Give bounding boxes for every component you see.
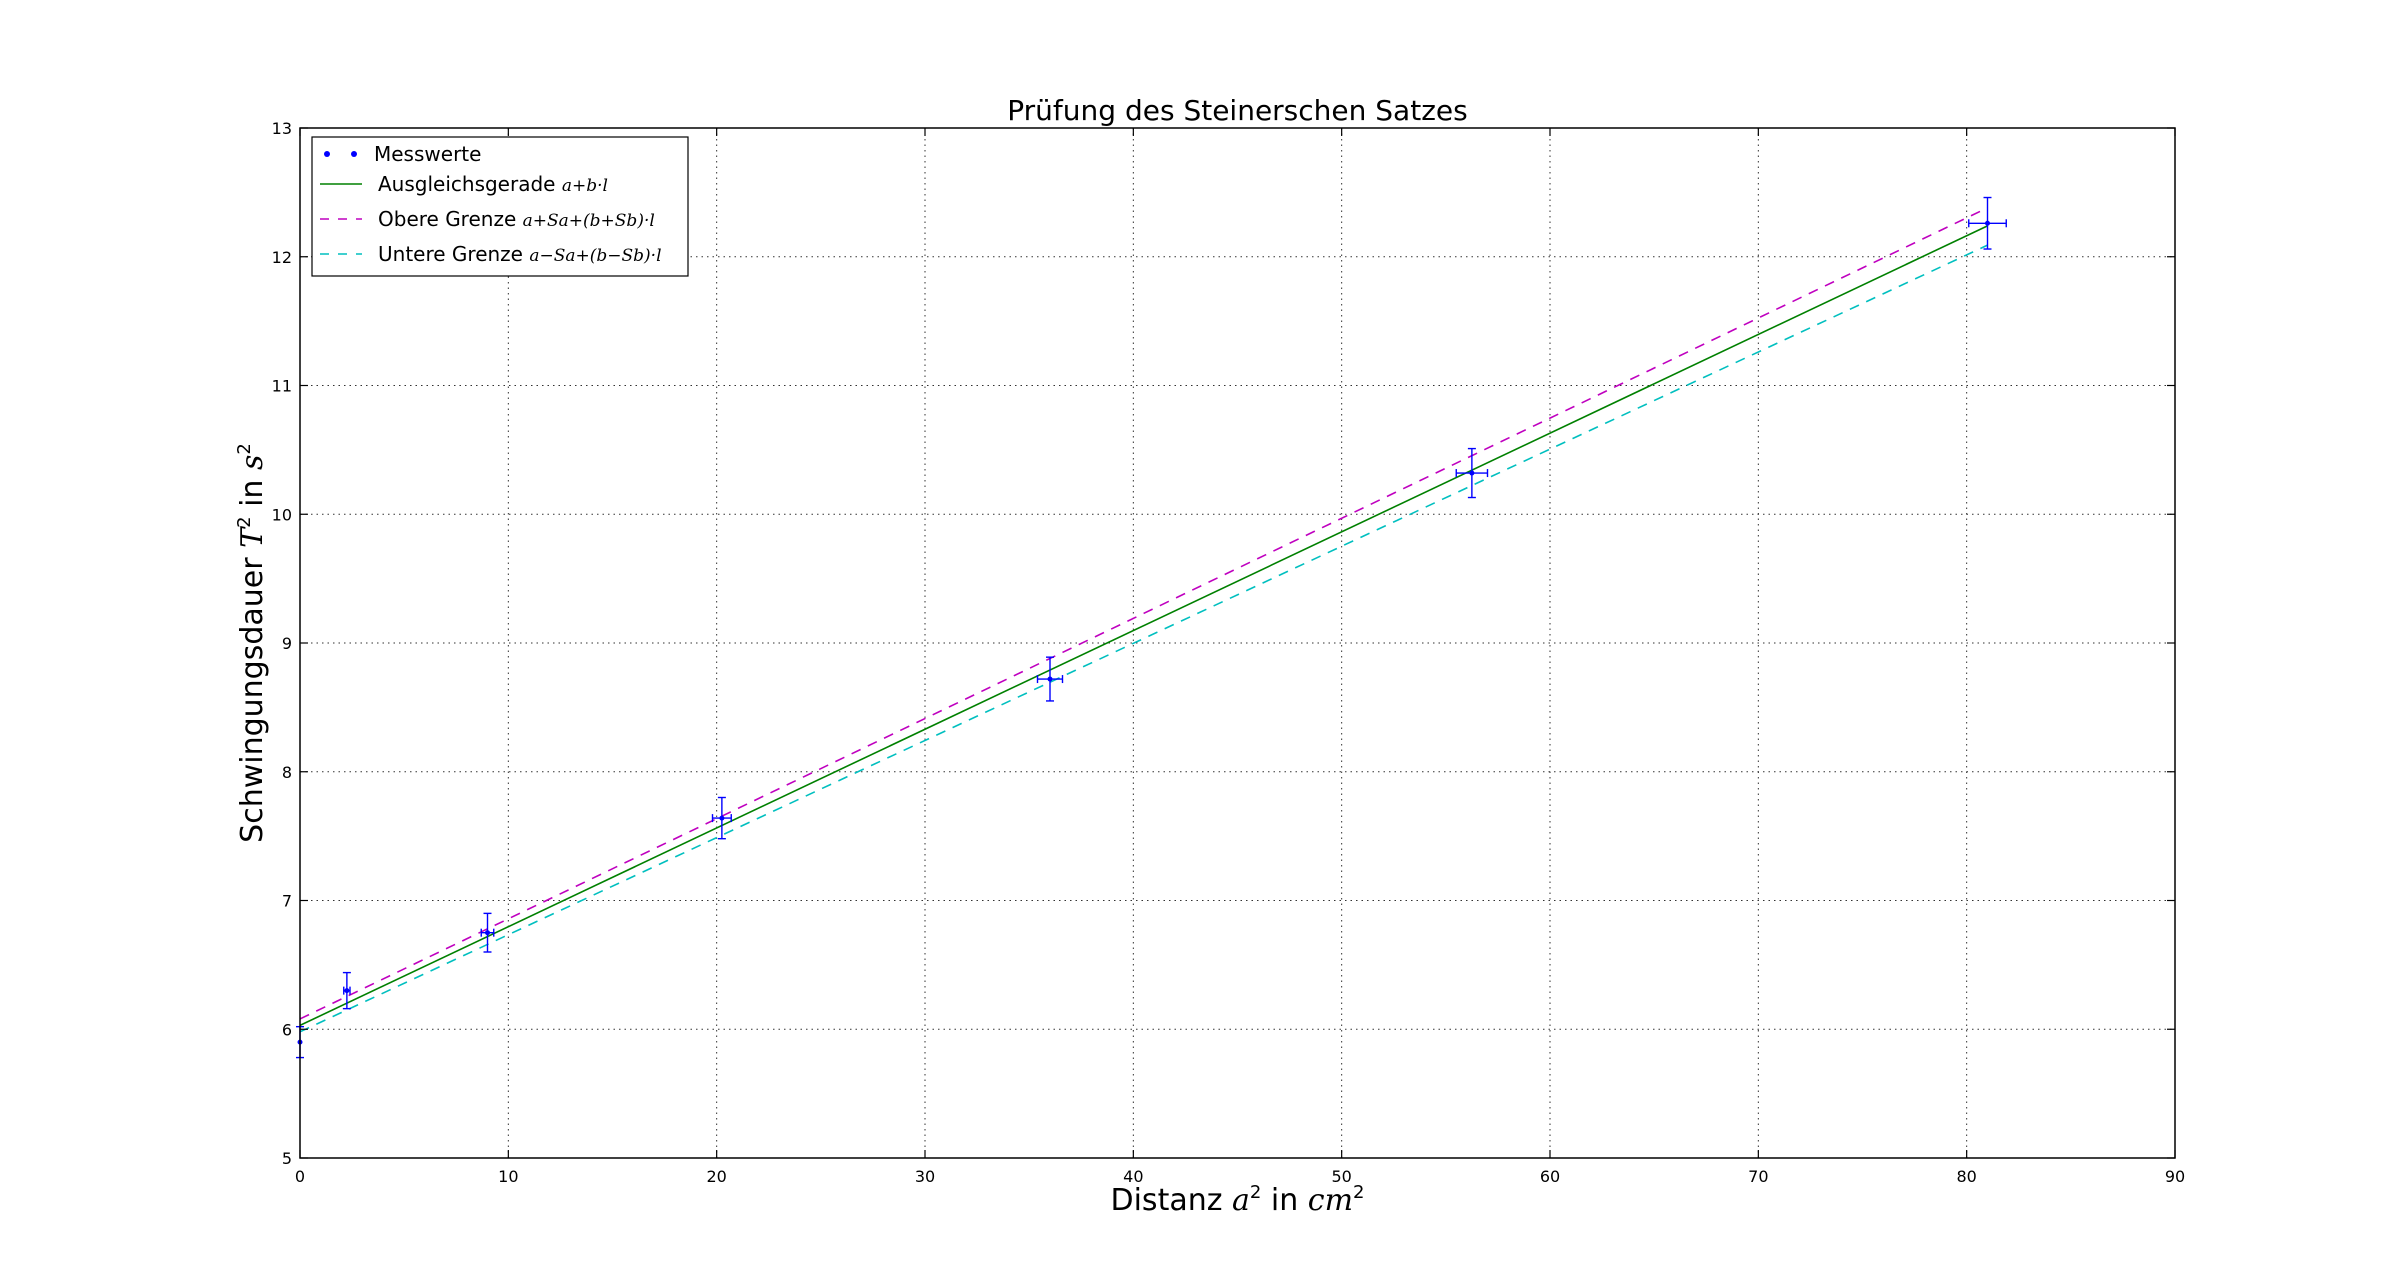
legend: Messwerte Ausgleichsgerade a+b·l Obere G… — [311, 136, 689, 277]
legend-item-messwerte: Messwerte — [324, 142, 481, 166]
x-tick-label: 0 — [295, 1167, 305, 1186]
data-point-marker — [1469, 470, 1475, 476]
x-tick-label: 90 — [2165, 1167, 2185, 1186]
y-tick-label: 6 — [282, 1020, 292, 1039]
y-tick-label: 10 — [272, 505, 292, 524]
series-line-fit — [299, 225, 1988, 1027]
x-tick-label: 20 — [706, 1167, 726, 1186]
legend-label: Untere Grenze a−Sa+(b−Sb)·l — [378, 242, 662, 266]
data-point — [1455, 447, 1489, 499]
x-tick-label: 30 — [915, 1167, 935, 1186]
data-point-marker — [719, 815, 725, 821]
data-point-marker — [1047, 676, 1053, 682]
data-point — [342, 971, 351, 1010]
y-tick-label: 5 — [282, 1149, 292, 1168]
y-tick-label: 7 — [282, 892, 292, 911]
data-point-marker — [1985, 220, 1990, 226]
x-tick-label: 80 — [1956, 1167, 1976, 1186]
legend-box — [311, 136, 689, 277]
y-tick-label: 9 — [282, 634, 292, 653]
legend-label: Messwerte — [374, 142, 481, 166]
legend-marker — [351, 151, 357, 157]
legend-item-untere-grenze: Untere Grenze a−Sa+(b−Sb)·l — [320, 242, 662, 266]
x-tick-label: 10 — [498, 1167, 518, 1186]
series-lines — [299, 207, 1988, 1033]
y-axis-label: Schwingungsdauer T2 in s2 — [234, 443, 270, 843]
legend-marker — [324, 151, 330, 157]
data-point-marker — [485, 930, 490, 936]
data-point — [1036, 656, 1064, 702]
x-axis-label: Distanz a2 in cm2 — [1111, 1182, 1365, 1218]
y-tick-label: 12 — [272, 248, 292, 267]
chart-title: Prüfung des Steinerschen Satzes — [1007, 94, 1467, 127]
measurement-points — [296, 196, 2007, 1059]
data-point — [711, 796, 732, 840]
y-tick-label: 8 — [282, 763, 292, 782]
axis-ticks: 0 10 20 30 40 50 60 70 80 90 5 6 7 8 9 10 11 12 13 — [272, 119, 2186, 1186]
legend-label: Ausgleichsgerade a+b·l — [378, 172, 608, 196]
x-tick-label: 60 — [1540, 1167, 1560, 1186]
legend-label: Obere Grenze a+Sa+(b+Sb)·l — [378, 207, 655, 231]
x-tick-label: 50 — [1331, 1167, 1351, 1186]
x-tick-label: 40 — [1123, 1167, 1143, 1186]
data-point-marker — [344, 988, 350, 994]
y-tick-label: 11 — [272, 377, 292, 396]
data-point — [480, 912, 495, 953]
x-tick-label: 70 — [1748, 1167, 1768, 1186]
y-tick-label: 13 — [272, 119, 292, 138]
data-point — [1968, 196, 2007, 250]
legend-item-obere-grenze: Obere Grenze a+Sa+(b+Sb)·l — [320, 207, 655, 231]
legend-item-ausgleichsgerade: Ausgleichsgerade a+b·l — [320, 172, 608, 196]
series-line-lower-bound — [299, 244, 1988, 1033]
series-line-upper-bound — [299, 207, 1988, 1020]
